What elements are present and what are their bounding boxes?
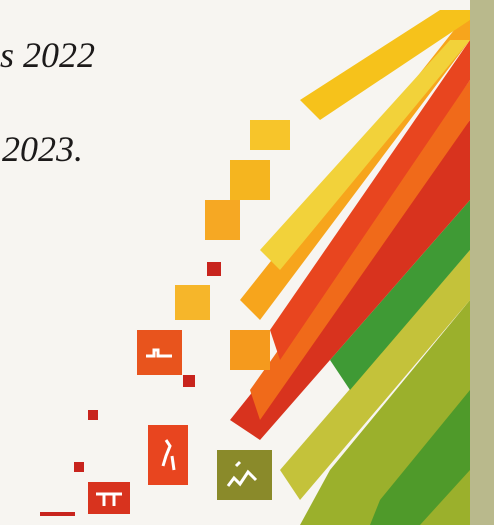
dash — [40, 512, 75, 516]
square — [207, 262, 221, 276]
block — [250, 120, 290, 150]
text-line: s 2022 — [0, 35, 96, 75]
block — [175, 285, 210, 320]
bar-yellow-light — [260, 40, 470, 270]
bar-green-dark — [370, 390, 470, 525]
bar-olive — [280, 250, 470, 500]
icon-glyph — [96, 492, 122, 506]
edge-strip — [470, 0, 494, 525]
bar-orange — [250, 80, 470, 420]
icon-glyph — [161, 439, 176, 471]
square — [88, 410, 98, 420]
square — [183, 375, 195, 387]
text-line: 2023. — [2, 129, 83, 169]
bar-yellow — [300, 10, 470, 120]
square — [74, 462, 84, 472]
block — [205, 200, 240, 240]
block — [230, 160, 270, 200]
icon-glyph — [146, 348, 172, 358]
bar-red-2 — [270, 40, 470, 360]
icon-glyph — [226, 460, 258, 487]
block — [230, 330, 270, 370]
bar-green-mid — [330, 200, 470, 390]
icon-tile — [88, 482, 130, 514]
